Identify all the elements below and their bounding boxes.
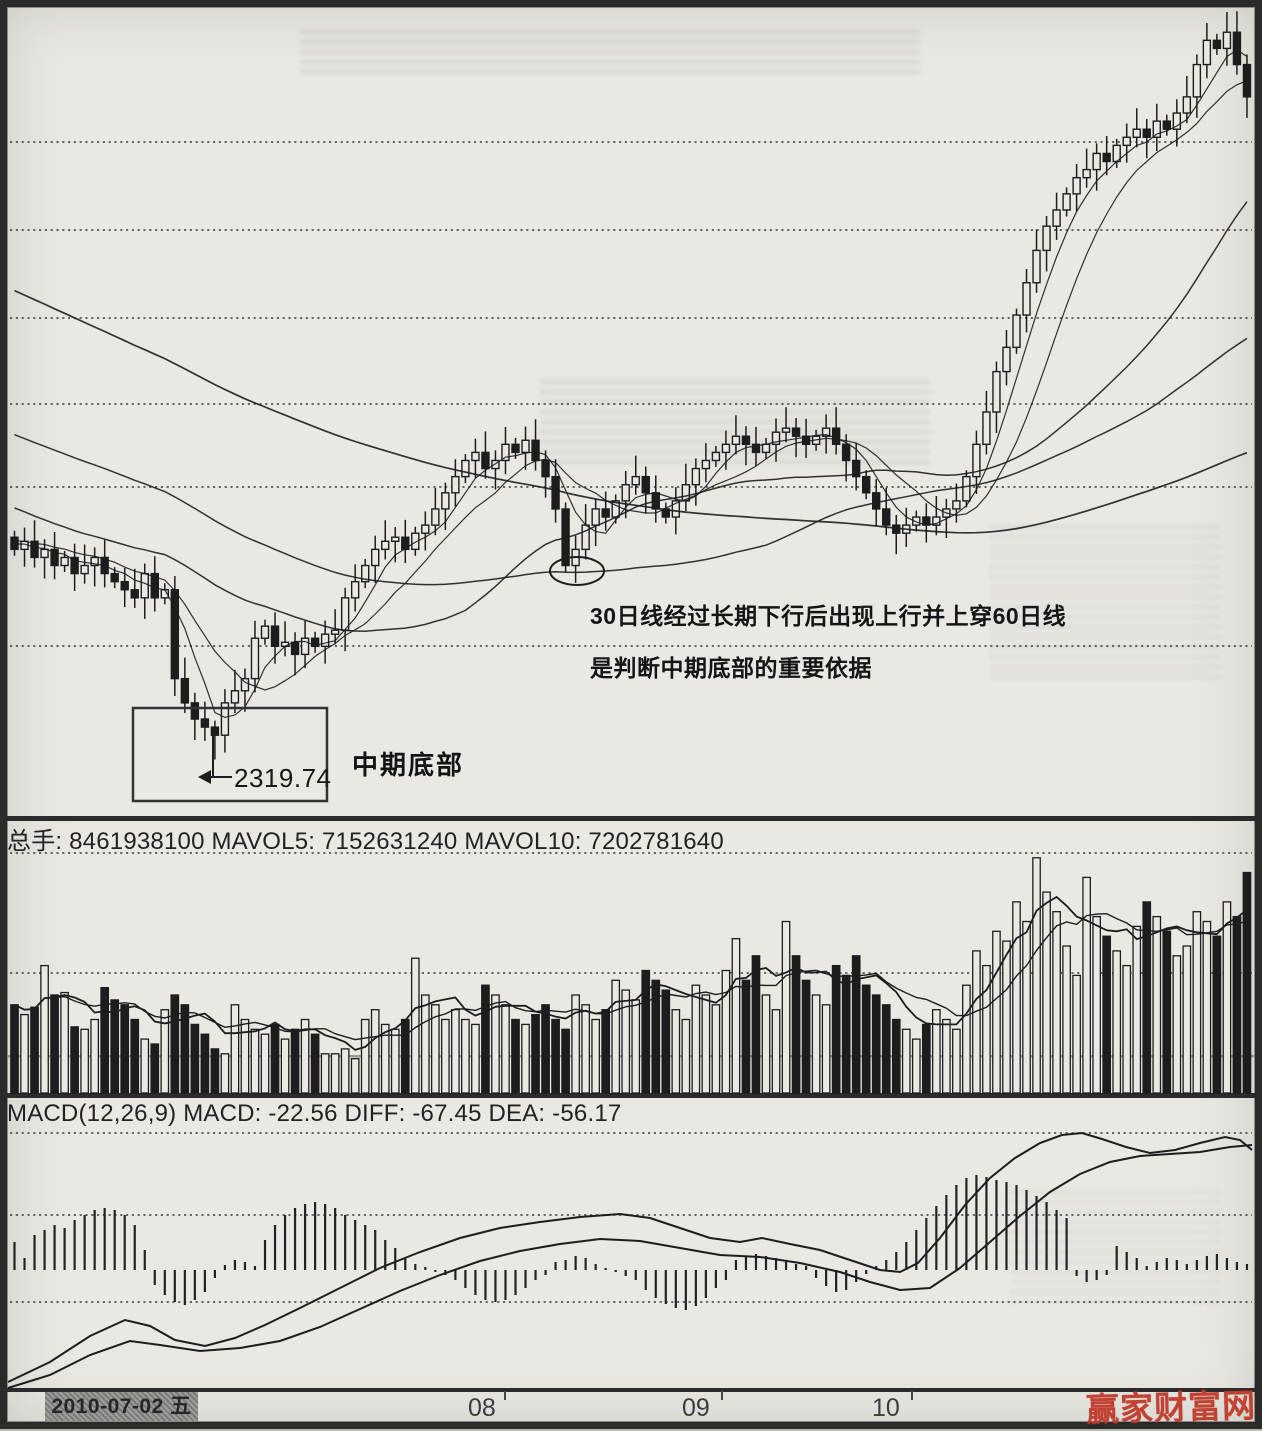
site-watermark: 赢家财富网 [1085,1386,1257,1429]
ma-cross-annotation-line1: 30日线经过长期下行后出现上行并上穿60日线 [590,603,1067,629]
x-axis-label-08: 08 [468,1394,496,1422]
low-price-label: 2319.74 [234,763,332,793]
scan-bleed-smudge [300,30,920,74]
macd-header-text: MACD(12,26,9) MACD: -22.56 DIFF: -67.45 … [7,1100,622,1127]
x-axis-label-09: 09 [682,1394,710,1422]
highlighted-date-cell: 2010-07-02 五 [45,1392,198,1421]
ma-cross-annotation-line2: 是判断中期底部的重要依据 [590,655,872,681]
scan-bleed-smudge [990,525,1220,685]
x-axis-label-10: 10 [872,1394,900,1422]
mid-term-bottom-label: 中期底部 [352,750,465,780]
volume-header-text: 总手: 8461938100 MAVOL5: 7152631240 MAVOL1… [7,828,724,855]
scan-bleed-smudge [1010,1190,1220,1310]
